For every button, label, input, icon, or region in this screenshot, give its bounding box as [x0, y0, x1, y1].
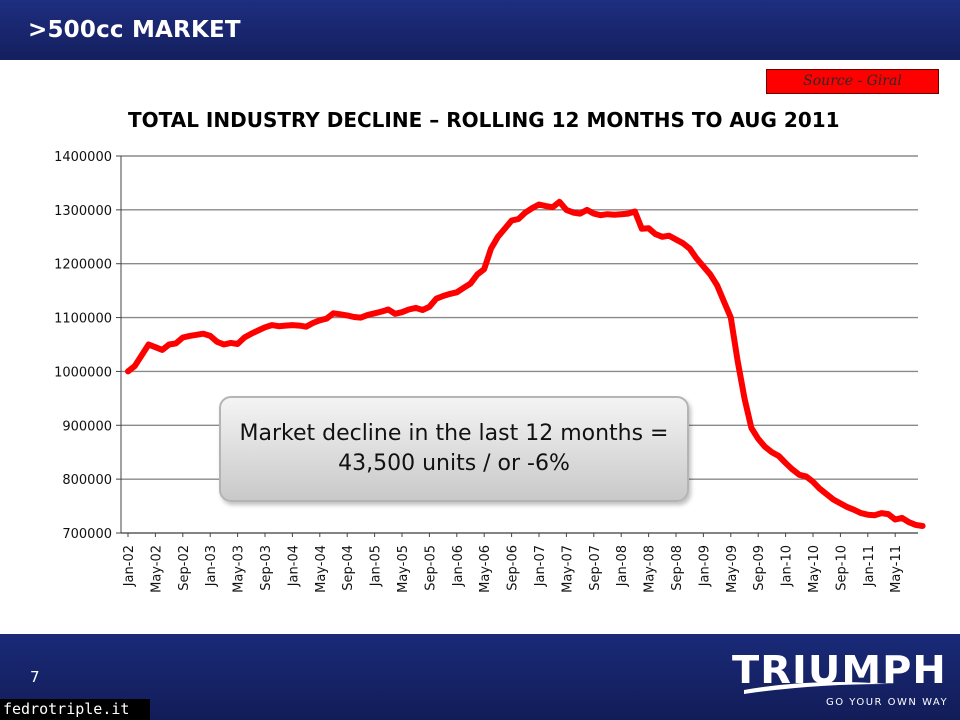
source-label: Source - Giral [766, 69, 939, 94]
x-tick-label: May-03 [232, 545, 247, 593]
footer-bar [0, 634, 960, 720]
x-tick-label: Sep-08 [670, 545, 685, 591]
x-tick-label: May-08 [643, 545, 658, 593]
x-tick-label: Sep-04 [341, 545, 356, 591]
chart-title: TOTAL INDUSTRY DECLINE – ROLLING 12 MONT… [128, 108, 840, 132]
x-tick-label: Sep-03 [259, 545, 274, 591]
x-tick-label: May-04 [314, 545, 329, 593]
x-tick-label: Sep-09 [752, 545, 767, 591]
x-tick-label: Jan-06 [451, 545, 466, 587]
series-line [125, 198, 926, 529]
y-tick-label: 900000 [62, 419, 112, 434]
x-tick-label: Jan-05 [369, 545, 384, 587]
x-tick-label: Jan-03 [204, 545, 219, 587]
watermark: fedrotriple.it [0, 699, 150, 720]
x-tick-label: Jan-08 [615, 545, 630, 587]
y-tick-label: 1400000 [54, 150, 112, 165]
x-tick-label: May-11 [889, 545, 904, 593]
x-tick-label: May-07 [560, 545, 575, 593]
x-tick-label: Sep-02 [177, 545, 192, 591]
x-tick-label: Sep-05 [423, 545, 438, 591]
x-tick-label: Jan-09 [697, 545, 712, 587]
y-tick-label: 1200000 [54, 258, 112, 273]
x-tick-label: May-09 [725, 545, 740, 593]
x-tick-label: Sep-07 [588, 545, 603, 591]
y-tick-label: 800000 [62, 473, 112, 488]
logo-tagline: GO YOUR OWN WAY [826, 697, 949, 708]
y-tick-label: 1300000 [54, 204, 112, 219]
x-tick-label: Sep-06 [506, 545, 521, 591]
y-tick-label: 700000 [62, 527, 112, 542]
y-tick-label: 1000000 [54, 365, 112, 380]
x-tick-label: Jan-02 [122, 545, 137, 587]
y-tick-label: 1100000 [54, 312, 112, 327]
callout-text: Market decline in the last 12 months = 4… [239, 421, 669, 476]
logo-swoosh-icon [744, 682, 888, 694]
x-tick-label: May-02 [149, 545, 164, 593]
x-tick-label: Jan-04 [286, 545, 301, 587]
header-bar: >500cc MARKET [0, 0, 960, 60]
callout-box: Market decline in the last 12 months = 4… [219, 396, 689, 502]
x-tick-label: May-06 [478, 545, 493, 593]
x-tick-label: Jan-07 [533, 545, 548, 587]
x-tick-label: Sep-10 [834, 545, 849, 591]
line-chart: 700000 800000 900000 1000000 1100000 1200000 1… [54, 150, 926, 593]
page-number: 7 [30, 668, 40, 686]
x-tick-label: May-10 [807, 545, 822, 593]
x-tick-label: Jan-11 [862, 545, 877, 587]
x-tick-label: Jan-10 [780, 545, 795, 587]
page-title: >500cc MARKET [28, 17, 241, 43]
x-tick-label: May-05 [396, 545, 411, 593]
